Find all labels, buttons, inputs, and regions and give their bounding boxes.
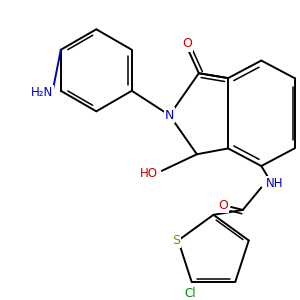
Text: NH: NH: [266, 177, 284, 190]
Text: H₂N: H₂N: [31, 86, 53, 99]
Text: N: N: [165, 109, 174, 122]
Text: Cl: Cl: [184, 287, 196, 300]
Text: O: O: [182, 38, 192, 50]
Text: S: S: [172, 234, 180, 247]
Text: O: O: [218, 199, 228, 212]
Text: HO: HO: [140, 167, 158, 180]
